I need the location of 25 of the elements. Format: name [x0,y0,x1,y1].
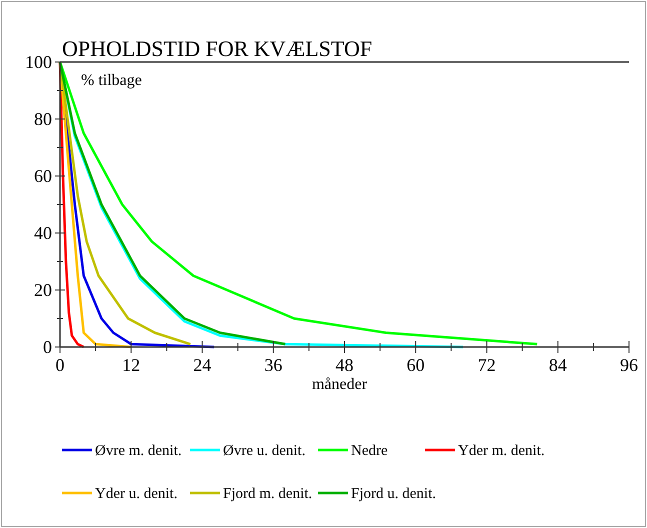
x-tick-label: 84 [548,355,567,375]
y-tick-label: 0 [43,337,52,357]
legend-label: Øvre u. denit. [223,443,306,459]
chart-title: OPHOLDSTID FOR KVÆLSTOF [62,36,372,61]
x-tick-label: 36 [264,355,282,375]
y-tick-label: 20 [34,280,52,300]
x-tick-label: 72 [478,355,496,375]
y-tick-label: 40 [34,223,52,243]
legend-label: Yder m. denit. [458,443,545,459]
x-tick-label: 0 [56,355,64,375]
x-axis-title: måneder [312,376,368,393]
y-tick-label: 60 [34,166,52,186]
x-tick-label: 24 [193,355,212,375]
y-tick-label: 100 [25,52,52,72]
y-axis-title: % tilbage [81,72,142,89]
legend-label: Yder u. denit. [95,486,178,502]
legend-label: Fjord u. denit. [351,486,436,502]
x-tick-label: 60 [406,355,425,375]
x-tick-label: 12 [122,355,140,375]
legend-label: Nedre [351,443,388,459]
legend-label: Øvre m. denit. [95,443,182,459]
legend-label: Fjord m. denit. [223,486,312,502]
x-tick-label: 48 [336,355,354,375]
y-tick-label: 80 [34,109,52,129]
x-tick-label: 96 [620,355,638,375]
